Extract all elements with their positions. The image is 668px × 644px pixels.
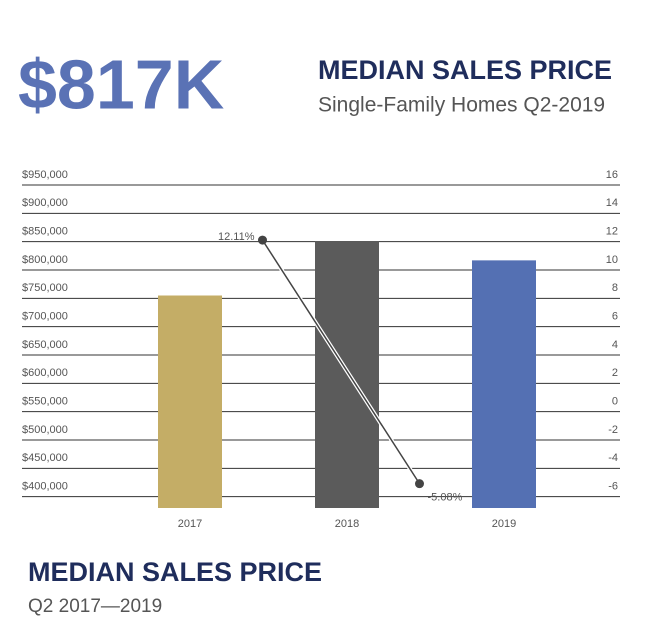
y-tick-label: $450,000: [22, 452, 68, 464]
change-label: 12.11%: [218, 231, 255, 243]
y2-tick-label: 10: [606, 254, 618, 266]
y-tick-label: $850,000: [22, 226, 68, 238]
change-point: [258, 235, 267, 245]
y2-tick-label: -6: [608, 481, 618, 493]
y2-tick-label: 2: [612, 367, 618, 379]
y2-tick-label: 6: [612, 311, 618, 323]
y-tick-label: $400,000: [22, 481, 68, 493]
y2-tick-label: 0: [612, 396, 618, 408]
y2-tick-label: -2: [608, 424, 618, 436]
chart-subtitle: Single-Family Homes Q2-2019: [318, 94, 605, 117]
y-tick-label: $900,000: [22, 197, 68, 209]
x-tick-label: 2018: [335, 518, 359, 530]
footer-subtitle: Q2 2017—2019: [28, 596, 162, 617]
x-tick-label: 2019: [492, 518, 516, 530]
bar: [472, 260, 536, 508]
y-tick-label: $950,000: [22, 169, 68, 181]
y2-tick-label: 12: [606, 226, 618, 238]
y2-tick-label: 4: [612, 339, 618, 351]
change-point: [415, 479, 424, 489]
footer-title: MEDIAN SALES PRICE: [28, 557, 322, 587]
y-tick-label: $700,000: [22, 311, 68, 323]
y-tick-label: $500,000: [22, 424, 68, 436]
chart-title: MEDIAN SALES PRICE: [318, 55, 612, 85]
y-tick-label: $600,000: [22, 367, 68, 379]
change-label: -5.08%: [428, 492, 463, 504]
headline: $817K: [18, 45, 224, 123]
y2-tick-label: -4: [608, 452, 618, 464]
y2-tick-label: 8: [612, 282, 618, 294]
x-tick-label: 2017: [178, 518, 202, 530]
y2-tick-label: 14: [606, 197, 618, 209]
change-line: [261, 239, 421, 485]
y2-tick-label: 16: [606, 169, 618, 181]
y-tick-label: $550,000: [22, 396, 68, 408]
y-tick-label: $650,000: [22, 339, 68, 351]
y-tick-label: $750,000: [22, 282, 68, 294]
bar: [158, 295, 222, 508]
y-tick-label: $800,000: [22, 254, 68, 266]
